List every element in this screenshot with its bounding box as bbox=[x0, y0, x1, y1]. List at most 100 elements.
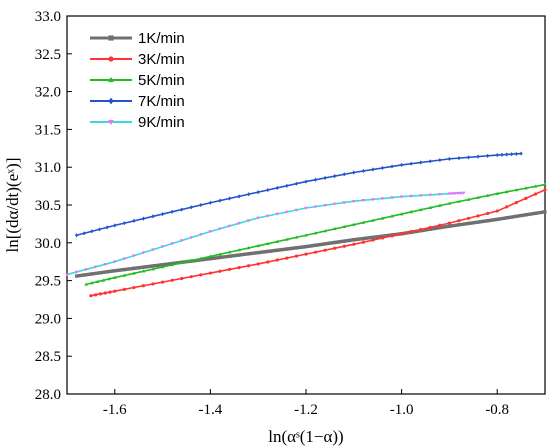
y-tick-label: 30.5 bbox=[35, 198, 61, 214]
data-point bbox=[447, 192, 452, 196]
data-point bbox=[332, 202, 337, 206]
data-point bbox=[108, 290, 112, 294]
data-point bbox=[247, 264, 251, 268]
data-point bbox=[304, 206, 308, 210]
data-point bbox=[227, 224, 232, 228]
data-point bbox=[524, 186, 528, 190]
legend-item: 5K/min bbox=[90, 72, 185, 89]
data-point bbox=[524, 196, 528, 200]
data-point bbox=[108, 119, 114, 126]
data-point bbox=[409, 194, 413, 198]
data-point bbox=[428, 205, 433, 210]
data-point bbox=[237, 222, 241, 226]
data-point bbox=[103, 291, 107, 295]
data-point bbox=[380, 216, 385, 220]
data-point bbox=[256, 190, 260, 195]
data-point bbox=[409, 230, 413, 234]
data-point bbox=[208, 257, 212, 261]
data-point bbox=[199, 256, 203, 260]
data-point bbox=[151, 248, 155, 252]
data-point bbox=[333, 240, 337, 245]
data-point bbox=[514, 200, 518, 205]
legend-label: 5K/min bbox=[138, 72, 185, 89]
data-point bbox=[323, 204, 327, 208]
data-point bbox=[450, 192, 455, 196]
data-point bbox=[294, 254, 299, 258]
data-point bbox=[179, 239, 184, 243]
data-point bbox=[84, 268, 88, 272]
data-point bbox=[108, 76, 114, 83]
data-point bbox=[90, 272, 94, 276]
data-point bbox=[247, 252, 251, 256]
data-point bbox=[486, 219, 490, 223]
data-point bbox=[122, 221, 126, 226]
data-point bbox=[266, 214, 270, 218]
data-point bbox=[457, 199, 461, 203]
data-point bbox=[108, 56, 114, 62]
data-point bbox=[170, 209, 174, 214]
data-point bbox=[161, 211, 165, 217]
data-point bbox=[486, 153, 490, 158]
data-point bbox=[380, 197, 385, 201]
data-point bbox=[418, 194, 423, 198]
data-point bbox=[199, 202, 203, 208]
data-point bbox=[141, 216, 146, 221]
data-point bbox=[170, 242, 174, 246]
data-point bbox=[361, 168, 365, 174]
data-point bbox=[447, 201, 452, 205]
legend-item: 9K/min bbox=[90, 114, 185, 131]
data-point bbox=[65, 273, 69, 277]
data-point bbox=[495, 191, 499, 195]
data-point bbox=[428, 225, 432, 229]
data-point bbox=[447, 224, 451, 228]
data-point bbox=[459, 191, 463, 195]
data-point bbox=[247, 192, 251, 197]
data-point bbox=[476, 195, 480, 199]
data-point bbox=[266, 260, 270, 264]
data-point bbox=[227, 196, 232, 201]
data-point bbox=[371, 198, 375, 202]
data-point bbox=[94, 293, 98, 297]
data-point bbox=[514, 188, 519, 192]
data-point bbox=[113, 260, 117, 264]
data-point bbox=[543, 188, 547, 192]
data-point bbox=[218, 269, 222, 273]
data-point bbox=[170, 262, 174, 267]
data-point bbox=[428, 227, 432, 231]
data-point bbox=[495, 217, 499, 221]
data-point bbox=[74, 274, 79, 278]
x-tick-label: -0.8 bbox=[485, 402, 509, 418]
data-point bbox=[275, 258, 279, 262]
data-point bbox=[457, 219, 461, 223]
data-point bbox=[266, 241, 270, 245]
data-point bbox=[323, 175, 327, 181]
data-point bbox=[132, 254, 136, 258]
data-point bbox=[108, 35, 114, 41]
data-point bbox=[371, 167, 375, 172]
series-3kmin bbox=[89, 188, 547, 298]
series-line bbox=[85, 183, 546, 286]
series-5kmin bbox=[84, 182, 547, 286]
data-point bbox=[151, 282, 155, 286]
data-point bbox=[505, 152, 509, 157]
data-point bbox=[361, 220, 366, 224]
data-point bbox=[90, 281, 94, 285]
data-point bbox=[103, 262, 107, 267]
data-point bbox=[141, 265, 146, 269]
y-tick-label: 33.0 bbox=[35, 9, 61, 25]
data-point bbox=[275, 212, 280, 216]
data-point bbox=[371, 235, 375, 239]
legend-item: 7K/min bbox=[90, 93, 185, 110]
data-point bbox=[409, 210, 413, 214]
data-point bbox=[141, 284, 146, 288]
data-point bbox=[161, 280, 165, 284]
data-point bbox=[132, 266, 136, 270]
data-point bbox=[371, 238, 375, 242]
data-point bbox=[342, 224, 346, 229]
data-point bbox=[313, 231, 318, 235]
x-tick-label: -1.2 bbox=[294, 402, 318, 418]
data-point bbox=[438, 203, 442, 207]
data-point bbox=[98, 292, 103, 296]
data-point bbox=[438, 226, 442, 230]
data-point bbox=[89, 294, 93, 298]
